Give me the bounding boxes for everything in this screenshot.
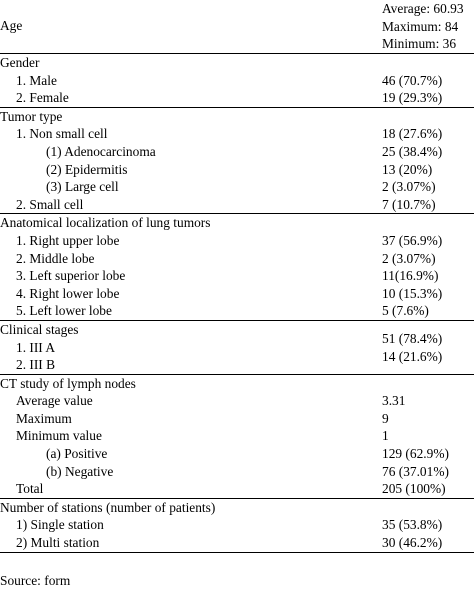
- row-label: 2. Female: [16, 90, 69, 106]
- row-value: 2 (3.07%): [382, 250, 436, 266]
- table-row: Average value 3.31: [0, 392, 474, 410]
- section-heading: Anatomical localization of lung tumors: [0, 215, 211, 231]
- row-value: 14 (21.6%): [382, 348, 443, 364]
- row-value: 129 (62.9%): [382, 446, 449, 462]
- table-row: (2) Epidermitis 13 (20%): [0, 161, 474, 179]
- section-ct-lymph-nodes: CT study of lymph nodes Average value 3.…: [0, 375, 474, 499]
- age-label: Age: [0, 18, 23, 33]
- patient-characteristics-table: Age Average: 60.93 Maximum: 84 Minimum: …: [0, 0, 474, 553]
- section-heading: Number of stations (number of patients): [0, 499, 216, 515]
- table-row: 1. Non small cell 18 (27.6%): [0, 125, 474, 143]
- table-row: 2. Middle lobe 2 (3.07%): [0, 250, 474, 268]
- row-value: 2 (3.07%): [382, 179, 436, 195]
- row-label: Maximum: [16, 410, 72, 426]
- table-row: Maximum 9: [0, 410, 474, 428]
- section-heading: Tumor type: [0, 108, 63, 124]
- row-label: 1. III A: [16, 339, 56, 355]
- table-row: 2. Female 19 (29.3%): [0, 89, 474, 107]
- age-values: Average: 60.93 Maximum: 84 Minimum: 36: [382, 0, 464, 53]
- table-row: 5. Left lower lobe 5 (7.6%): [0, 302, 474, 320]
- section-heading: CT study of lymph nodes: [0, 375, 136, 391]
- row-label: 2. Small cell: [16, 196, 84, 212]
- row-label: (b) Negative: [46, 463, 114, 479]
- table-row: 1) Single station 35 (53.8%): [0, 516, 474, 534]
- age-minimum: Minimum: 36: [382, 36, 457, 52]
- row-label: 5. Left lower lobe: [16, 303, 112, 319]
- table-row: Minimum value 1: [0, 427, 474, 445]
- table-row: 1. Right upper lobe 37 (56.9%): [0, 232, 474, 250]
- table-row: (3) Large cell 2 (3.07%): [0, 178, 474, 196]
- row-label: 4. Right lower lobe: [16, 285, 120, 301]
- row-value: 30 (46.2%): [382, 535, 443, 551]
- age-average: Average: 60.93: [382, 1, 464, 16]
- section-number-of-stations: Number of stations (number of patients) …: [0, 499, 474, 553]
- age-maximum: Maximum: 84: [382, 18, 459, 34]
- section-clinical-stages: Clinical stages 1. III A 51 (78.4%) 14 (…: [0, 321, 474, 375]
- row-value: 205 (100%): [382, 481, 446, 497]
- section-heading: Clinical stages: [0, 321, 79, 337]
- row-value: 11(16.9%): [382, 268, 439, 284]
- section-gender: Gender 1. Male 46 (70.7%) 2. Female 19 (…: [0, 54, 474, 108]
- row-value: 1: [382, 428, 389, 444]
- row-label: Minimum value: [16, 428, 102, 444]
- row-label: 2) Multi station: [16, 535, 100, 551]
- row-value: 13 (20%): [382, 161, 433, 177]
- table-row: Total 205 (100%): [0, 480, 474, 498]
- row-value: 35 (53.8%): [382, 517, 443, 533]
- stage-values: 51 (78.4%) 14 (21.6%): [382, 330, 442, 365]
- row-value: 18 (27.6%): [382, 126, 443, 142]
- table-row: (a) Positive 129 (62.9%): [0, 445, 474, 463]
- row-label: 3. Left superior lobe: [16, 268, 126, 284]
- row-value: 5 (7.6%): [382, 303, 429, 319]
- table-row: (1) Adenocarcinoma 25 (38.4%): [0, 143, 474, 161]
- row-label: (a) Positive: [46, 446, 108, 462]
- row-label: Average value: [16, 393, 93, 409]
- table-row: 2. III B: [0, 356, 474, 374]
- row-value: 3.31: [382, 393, 406, 409]
- source-note: Source: form: [0, 573, 71, 588]
- row-value: 76 (37.01%): [382, 463, 449, 479]
- row-value: 10 (15.3%): [382, 285, 443, 301]
- row-value: 19 (29.3%): [382, 90, 443, 106]
- table-row: 2. Small cell 7 (10.7%): [0, 196, 474, 214]
- table-row: 4. Right lower lobe 10 (15.3%): [0, 285, 474, 303]
- section-tumor-type: Tumor type 1. Non small cell 18 (27.6%) …: [0, 108, 474, 215]
- table-row: 1. Male 46 (70.7%): [0, 72, 474, 90]
- age-row: Age Average: 60.93 Maximum: 84 Minimum: …: [0, 0, 474, 54]
- row-label: Total: [16, 481, 44, 497]
- row-label: (2) Epidermitis: [46, 161, 128, 177]
- section-anatomical-localization: Anatomical localization of lung tumors 1…: [0, 214, 474, 321]
- row-value: 46 (70.7%): [382, 72, 443, 88]
- row-value: 7 (10.7%): [382, 196, 436, 212]
- row-value: 25 (38.4%): [382, 143, 443, 159]
- row-label: 2. Middle lobe: [16, 250, 95, 266]
- row-label: 1. Right upper lobe: [16, 232, 120, 248]
- row-label: (1) Adenocarcinoma: [46, 143, 156, 159]
- row-label: (3) Large cell: [46, 179, 119, 195]
- row-value: 37 (56.9%): [382, 232, 443, 248]
- table-row: 2) Multi station 30 (46.2%): [0, 534, 474, 552]
- row-label: 1. Non small cell: [16, 126, 108, 142]
- row-value: 51 (78.4%): [382, 330, 443, 346]
- table-row: (b) Negative 76 (37.01%): [0, 463, 474, 481]
- row-label: 2. III B: [16, 357, 56, 373]
- row-value: 9: [382, 410, 389, 426]
- row-label: 1. Male: [16, 72, 57, 88]
- table-row: 3. Left superior lobe 11(16.9%): [0, 267, 474, 285]
- section-heading: Gender: [0, 55, 40, 70]
- row-label: 1) Single station: [16, 517, 104, 533]
